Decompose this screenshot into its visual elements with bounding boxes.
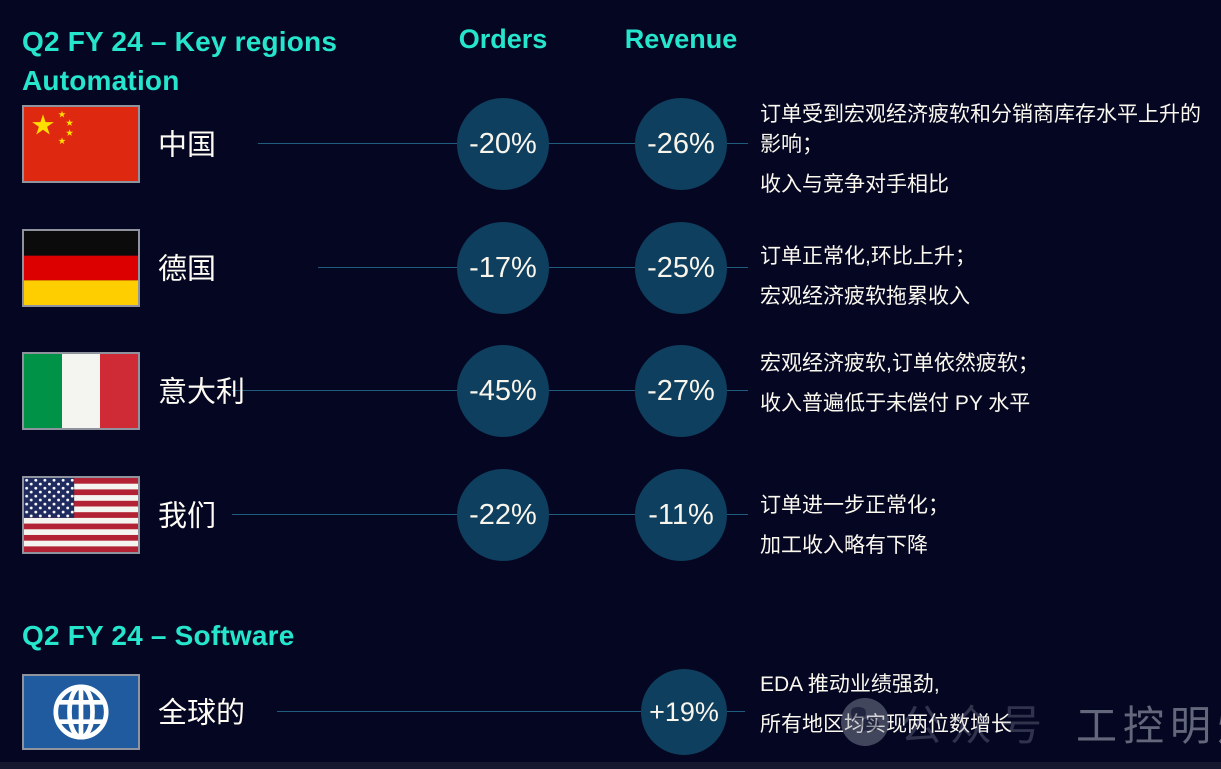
region-label: 德国 bbox=[158, 253, 217, 286]
orders-kpi-circle: -22% bbox=[457, 469, 549, 561]
region-notes: 订单进一步正常化； 加工收入略有下降 bbox=[760, 491, 1218, 571]
page-title: Q2 FY 24 – Key regions Automation bbox=[22, 22, 337, 100]
column-header-orders: Orders bbox=[458, 24, 548, 54]
region-notes: 订单受到宏观经济疲软和分销商库存水平上升的影响； 收入与竞争对手相比 bbox=[760, 100, 1218, 210]
orders-value: -17% bbox=[469, 251, 537, 284]
orders-value: -45% bbox=[469, 374, 537, 407]
revenue-value: -25% bbox=[647, 251, 715, 284]
note-line: EDA 推动业绩强劲, bbox=[760, 673, 940, 696]
note-line: 加工收入略有下降 bbox=[760, 534, 928, 557]
region-label: 意大利 bbox=[158, 376, 246, 409]
note-line: 收入与竞争对手相比 bbox=[760, 173, 949, 196]
region-notes: 宏观经济疲软,订单依然疲软； 收入普遍低于未偿付 PY 水平 bbox=[760, 349, 1218, 429]
column-header-revenue: Revenue bbox=[624, 24, 738, 54]
revenue-kpi-circle: -25% bbox=[635, 222, 727, 314]
watermark-label-faint: 公众号 bbox=[900, 701, 1051, 749]
region-label: 全球的 bbox=[158, 697, 246, 730]
revenue-kpi-circle: -27% bbox=[635, 345, 727, 437]
global-value: +19% bbox=[649, 696, 719, 727]
region-notes: 订单正常化,环比上升； 宏观经济疲软拖累收入 bbox=[760, 242, 1218, 322]
orders-kpi-circle: -45% bbox=[457, 345, 549, 437]
germany-flag-icon bbox=[22, 229, 140, 307]
note-line: 宏观经济疲软拖累收入 bbox=[760, 285, 970, 308]
region-label: 中国 bbox=[158, 129, 217, 162]
revenue-value: -11% bbox=[648, 498, 714, 531]
chat-bubbles-icon bbox=[841, 698, 889, 746]
orders-value: -20% bbox=[469, 127, 537, 160]
region-label: 我们 bbox=[158, 500, 217, 533]
watermark-label: 工控明灯 bbox=[1076, 703, 1221, 749]
italy-flag-icon bbox=[22, 352, 140, 430]
page-title-line2: Automation bbox=[22, 65, 180, 96]
note-line: 订单正常化,环比上升； bbox=[760, 245, 976, 268]
china-flag-icon bbox=[22, 105, 140, 183]
connector-line bbox=[277, 711, 745, 712]
note-line: 宏观经济疲软,订单依然疲软； bbox=[760, 352, 1039, 375]
note-line: 订单进一步正常化； bbox=[760, 494, 949, 517]
global-kpi-circle: +19% bbox=[641, 669, 727, 755]
usa-flag-icon bbox=[22, 476, 140, 554]
revenue-kpi-circle: -26% bbox=[635, 98, 727, 190]
orders-value: -22% bbox=[469, 498, 537, 531]
software-notes: EDA 推动业绩强劲, 所有地区均实现两位数增长 bbox=[760, 670, 1218, 750]
bottom-bar bbox=[0, 762, 1221, 769]
note-line: 所有地区均实现两位数增长 bbox=[760, 710, 1218, 740]
software-section-title: Q2 FY 24 – Software bbox=[22, 620, 295, 651]
orders-kpi-circle: -17% bbox=[457, 222, 549, 314]
watermark: 公众号 工控明灯 bbox=[840, 692, 1221, 752]
globe-icon bbox=[22, 674, 140, 750]
page-title-line1: Q2 FY 24 – Key regions bbox=[22, 26, 338, 57]
orders-kpi-circle: -20% bbox=[457, 98, 549, 190]
note-line: 收入普遍低于未偿付 PY 水平 bbox=[760, 392, 1031, 415]
revenue-value: -26% bbox=[647, 127, 715, 160]
note-line: 订单受到宏观经济疲软和分销商库存水平上升的影响； bbox=[760, 103, 1201, 156]
revenue-kpi-circle: -11% bbox=[635, 469, 727, 561]
revenue-value: -27% bbox=[647, 374, 715, 407]
